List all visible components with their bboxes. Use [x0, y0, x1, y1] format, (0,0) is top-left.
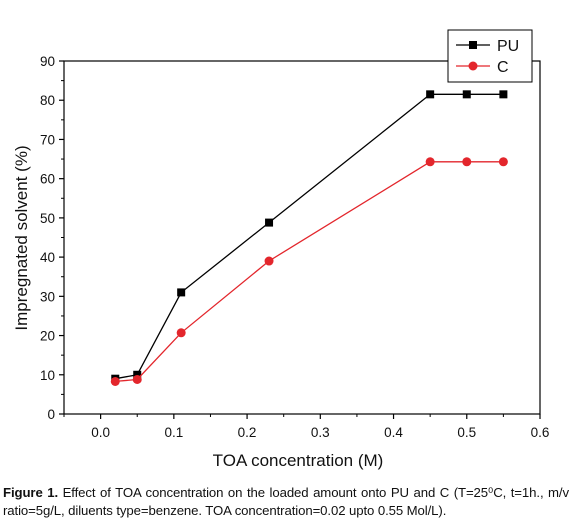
x-axis-label: TOA concentration (M): [213, 451, 384, 470]
x-tick-label: 0.3: [311, 425, 330, 440]
y-tick-label: 0: [47, 407, 55, 422]
caption-label: Figure 1.: [3, 485, 59, 500]
legend-label-pu: PU: [497, 38, 519, 55]
x-tick-label: 0.4: [384, 425, 403, 440]
legend-label-c: C: [497, 59, 509, 76]
plot-frame: [63, 60, 541, 415]
data-point-c: [264, 256, 274, 266]
data-point-pu: [177, 288, 186, 297]
y-tick-label: 60: [40, 172, 55, 187]
y-tick-label: 10: [40, 368, 55, 383]
series-layer: [110, 90, 508, 386]
y-axis: 0 10 20 30 40 50 60 70 80 90: [40, 54, 64, 422]
data-point-c: [498, 157, 508, 167]
data-point-c: [425, 157, 435, 167]
legend-box: [447, 29, 533, 83]
x-tick-label: 0.6: [531, 425, 550, 440]
x-tick-label: 0.2: [238, 425, 257, 440]
y-tick-label: 40: [40, 250, 55, 265]
series-line-c: [115, 161, 504, 383]
y-tick-label: 70: [40, 132, 55, 147]
data-point-pu: [426, 90, 435, 99]
data-point-pu: [462, 90, 471, 99]
data-point-c: [110, 376, 120, 386]
data-point-c: [176, 328, 186, 338]
data-point-c: [462, 157, 472, 167]
legend: PU C: [447, 29, 533, 83]
figure-caption: Figure 1. Effect of TOA concentration on…: [3, 484, 569, 520]
y-tick-label: 20: [40, 329, 55, 344]
y-tick-label: 50: [40, 211, 55, 226]
x-tick-label: 0.0: [91, 425, 110, 440]
caption-text: Effect of TOA concentration on the loade…: [3, 485, 569, 518]
y-tick-label: 90: [40, 54, 55, 69]
plot-border: [63, 60, 541, 415]
x-axis: 0.0 0.1 0.2 0.3 0.4 0.5 0.6: [63, 414, 550, 440]
y-tick-label: 80: [40, 93, 55, 108]
data-point-c: [132, 374, 142, 384]
y-axis-label: Impregnated solvent (%): [12, 145, 31, 330]
data-point-pu: [499, 90, 508, 99]
data-point-pu: [265, 218, 274, 227]
x-tick-label: 0.5: [457, 425, 476, 440]
data-point-pu: [133, 370, 142, 379]
x-tick-label: 0.1: [164, 425, 183, 440]
legend-marker-c: [468, 61, 478, 71]
y-tick-label: 30: [40, 289, 55, 304]
legend-marker-pu: [469, 41, 477, 49]
